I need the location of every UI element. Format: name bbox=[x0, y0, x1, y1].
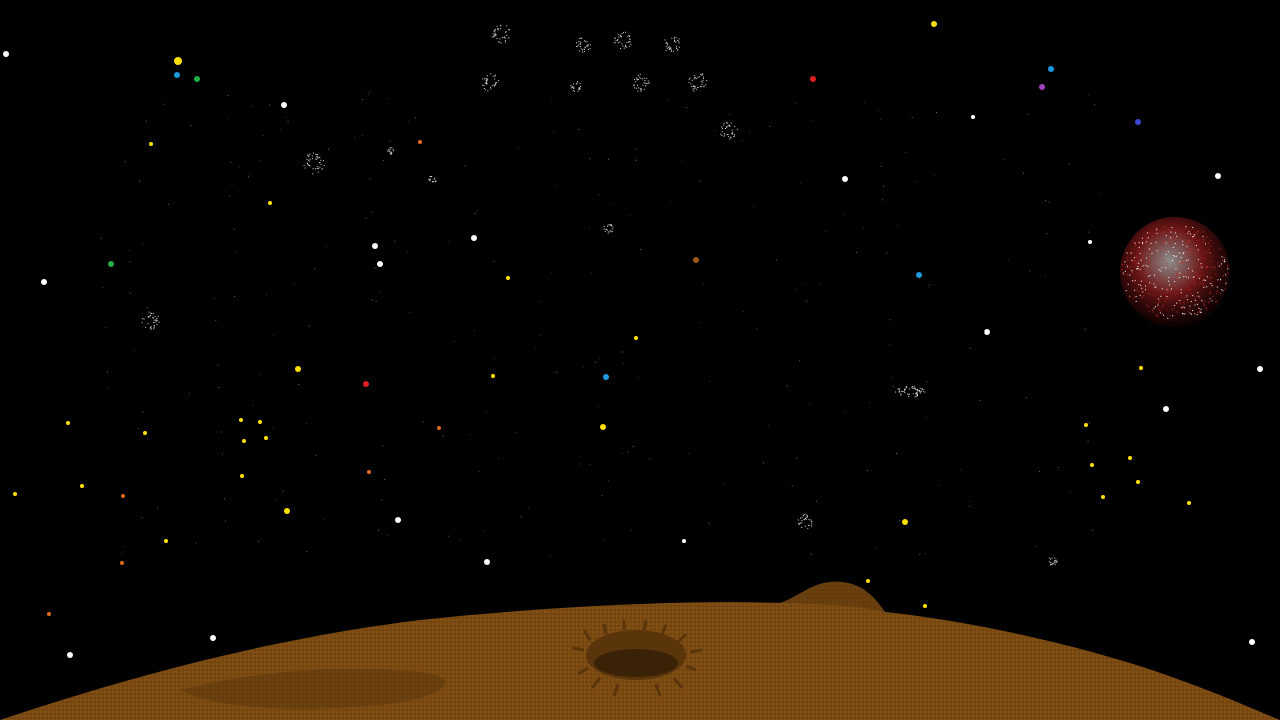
white-star bbox=[1163, 406, 1169, 412]
nebula-dust bbox=[100, 90, 1100, 557]
white-star bbox=[281, 102, 287, 108]
sparkle-cluster bbox=[633, 73, 650, 92]
orange-star bbox=[121, 494, 125, 498]
distant-planet[interactable] bbox=[1120, 217, 1230, 327]
yellow-star bbox=[866, 579, 870, 583]
green-star bbox=[194, 76, 200, 82]
white-star bbox=[682, 539, 686, 543]
sparkle-cluster bbox=[688, 73, 708, 92]
sparkle-cluster bbox=[895, 385, 926, 398]
sparkle-cluster bbox=[614, 31, 632, 49]
white-star bbox=[971, 115, 975, 119]
yellow-star bbox=[1101, 495, 1105, 499]
white-star bbox=[984, 329, 990, 335]
yellow-star bbox=[491, 374, 495, 378]
yellow-star bbox=[1187, 501, 1191, 505]
star-field bbox=[3, 21, 1263, 658]
sparkle-cluster bbox=[664, 36, 681, 52]
yellow-star bbox=[902, 519, 908, 525]
white-star bbox=[1088, 240, 1092, 244]
yellow-star bbox=[1128, 456, 1132, 460]
yellow-star bbox=[1090, 463, 1094, 467]
yellow-star bbox=[931, 21, 937, 27]
star-clusters bbox=[141, 25, 1058, 566]
yellow-star bbox=[174, 57, 182, 65]
indigo-star bbox=[1135, 119, 1141, 125]
white-star bbox=[484, 559, 490, 565]
purple-star bbox=[1039, 84, 1045, 90]
sparkle-cluster bbox=[482, 73, 500, 92]
white-star bbox=[210, 635, 216, 641]
sparkle-cluster bbox=[303, 152, 325, 175]
yellow-star bbox=[164, 539, 168, 543]
white-star bbox=[3, 51, 9, 57]
sparkle-cluster bbox=[141, 311, 160, 330]
yellow-star bbox=[295, 366, 301, 372]
surface-crater[interactable] bbox=[571, 619, 703, 697]
sparkle-cluster bbox=[797, 514, 813, 529]
green-star bbox=[108, 261, 114, 267]
yellow-star bbox=[258, 420, 262, 424]
orange-star bbox=[47, 612, 51, 616]
orange-star bbox=[367, 470, 371, 474]
orange-star bbox=[418, 140, 422, 144]
yellow-star bbox=[149, 142, 153, 146]
white-star bbox=[377, 261, 383, 267]
surface-shadow-ridge bbox=[780, 581, 885, 612]
sparkle-cluster bbox=[491, 25, 511, 44]
sparkle-cluster bbox=[575, 37, 591, 53]
sparkle-cluster bbox=[387, 147, 395, 155]
blue-star bbox=[1048, 66, 1054, 72]
sparkle-cluster bbox=[603, 224, 614, 234]
yellow-star bbox=[268, 201, 272, 205]
yellow-star bbox=[264, 436, 268, 440]
yellow-star bbox=[923, 604, 927, 608]
yellow-star bbox=[1139, 366, 1143, 370]
white-star bbox=[1249, 639, 1255, 645]
orange-star bbox=[120, 561, 124, 565]
sparkle-cluster bbox=[720, 121, 738, 140]
brown-star bbox=[693, 257, 699, 263]
blue-star bbox=[603, 374, 609, 380]
yellow-star bbox=[143, 431, 147, 435]
white-star bbox=[1215, 173, 1221, 179]
white-star bbox=[41, 279, 47, 285]
yellow-star bbox=[242, 439, 246, 443]
sparkle-cluster bbox=[1048, 557, 1058, 566]
yellow-star bbox=[239, 418, 243, 422]
white-star bbox=[842, 176, 848, 182]
blue-star bbox=[916, 272, 922, 278]
yellow-star bbox=[1136, 480, 1140, 484]
red-star bbox=[363, 381, 369, 387]
white-star bbox=[67, 652, 73, 658]
yellow-star bbox=[600, 424, 606, 430]
blue-star bbox=[174, 72, 180, 78]
sparkle-cluster bbox=[428, 175, 437, 183]
yellow-star bbox=[506, 276, 510, 280]
white-star bbox=[395, 517, 401, 523]
yellow-star bbox=[240, 474, 244, 478]
white-star bbox=[372, 243, 378, 249]
yellow-star bbox=[80, 484, 84, 488]
yellow-star bbox=[66, 421, 70, 425]
white-star bbox=[1257, 366, 1263, 372]
yellow-star bbox=[284, 508, 290, 514]
red-star bbox=[810, 76, 816, 82]
white-star bbox=[471, 235, 477, 241]
sparkle-cluster bbox=[570, 81, 581, 92]
surface-shadow bbox=[180, 669, 446, 709]
yellow-star bbox=[634, 336, 638, 340]
orange-star bbox=[437, 426, 441, 430]
yellow-star bbox=[1084, 423, 1088, 427]
yellow-star bbox=[13, 492, 17, 496]
